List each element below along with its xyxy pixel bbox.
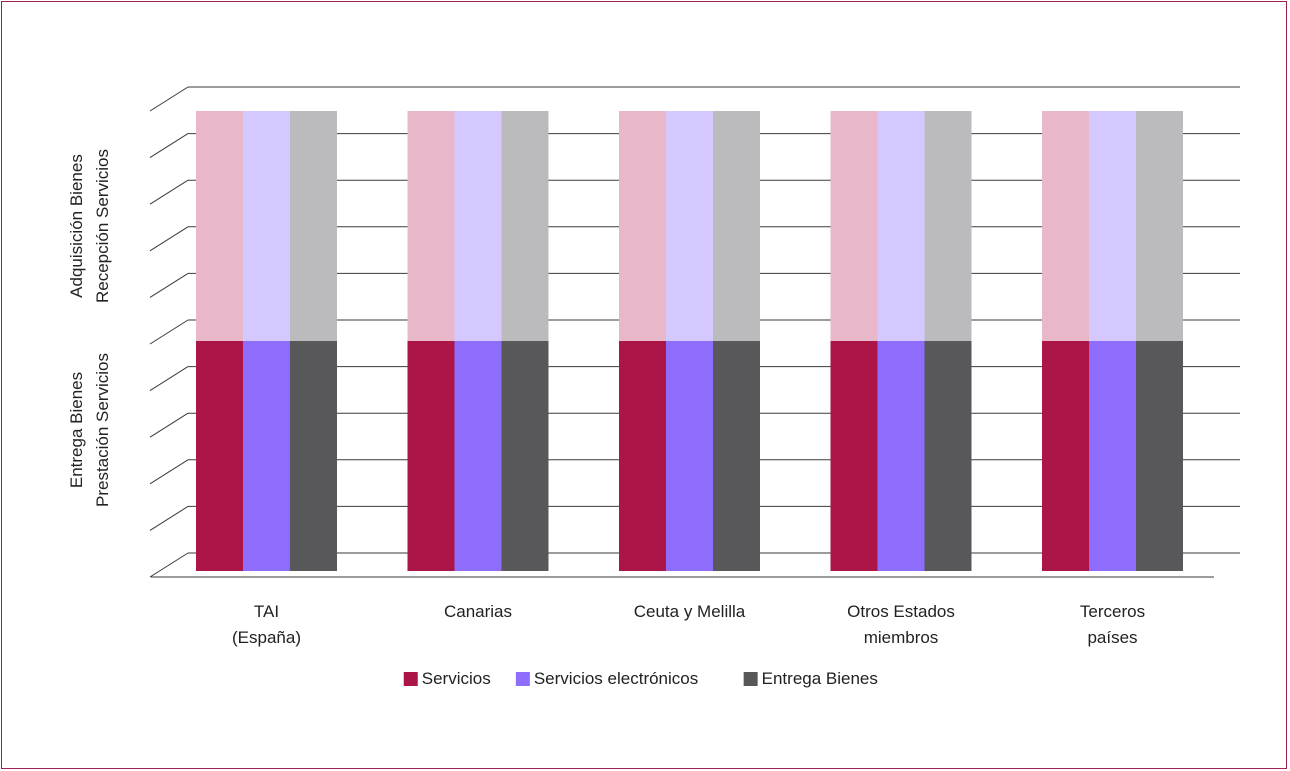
- x-tick-label: Canarias: [444, 602, 512, 621]
- x-tick-label: miembros: [864, 628, 939, 647]
- bar-upper: [243, 111, 290, 341]
- bar-lower: [454, 341, 502, 571]
- bar-lower: [924, 341, 972, 571]
- bar-lower: [877, 341, 925, 571]
- y-label-upper-line2: Recepción Servicios: [93, 149, 112, 303]
- bar-lower: [1042, 341, 1089, 571]
- gridline-depth: [149, 366, 189, 392]
- bar-upper: [501, 111, 549, 341]
- y-label-lower-line2: Prestación Servicios: [93, 353, 112, 507]
- x-tick-label: Otros Estados: [847, 602, 955, 621]
- legend-swatch: [403, 672, 418, 686]
- gridline-depth: [149, 133, 189, 159]
- bar-lower: [619, 341, 666, 571]
- bar-upper: [1089, 111, 1136, 341]
- bar-lower: [1089, 341, 1136, 571]
- bar-upper: [196, 111, 243, 341]
- legend-label: Entrega Bienes: [762, 669, 878, 688]
- gridline-depth: [149, 272, 189, 298]
- legend-swatch: [515, 672, 530, 686]
- legend-swatch: [743, 672, 758, 686]
- bar-upper: [454, 111, 502, 341]
- bar-upper: [1136, 111, 1183, 341]
- gridline-depth: [149, 412, 189, 438]
- bar-lower: [666, 341, 713, 571]
- bar-lower: [501, 341, 549, 571]
- x-tick-label: Terceros: [1080, 602, 1145, 621]
- gridline-depth: [149, 459, 189, 485]
- bar-lower: [830, 341, 878, 571]
- y-axis-labels: Adquisición Bienes Recepción Servicios E…: [67, 149, 112, 507]
- bar-upper: [830, 111, 878, 341]
- gridline-depth: [149, 179, 189, 205]
- x-axis-labels: TAI (España) Canarias Ceuta y Melilla Otros …: [232, 602, 1145, 647]
- bar-upper: [666, 111, 713, 341]
- bar-upper: [713, 111, 760, 341]
- bars: [196, 111, 1183, 571]
- bar-upper: [407, 111, 455, 341]
- x-tick-label: TAI: [254, 602, 279, 621]
- bar-lower: [243, 341, 290, 571]
- x-tick-label: Ceuta y Melilla: [634, 602, 746, 621]
- x-tick-label: países: [1087, 628, 1137, 647]
- bar-lower: [407, 341, 455, 571]
- gridline-depth: [149, 319, 189, 345]
- bar-upper: [290, 111, 337, 341]
- bar-lower: [713, 341, 760, 571]
- bar-lower: [1136, 341, 1183, 571]
- bar-upper: [877, 111, 925, 341]
- legend-label: Servicios: [422, 669, 491, 688]
- gridline-depth: [149, 226, 189, 252]
- gridline-depth: [149, 505, 189, 531]
- y-label-lower-line1: Entrega Bienes: [67, 372, 86, 488]
- bar-upper: [924, 111, 972, 341]
- bar-upper: [619, 111, 666, 341]
- y-label-upper-line1: Adquisición Bienes: [67, 154, 86, 298]
- gridline-depth: [149, 86, 189, 112]
- gridline-depth: [149, 552, 189, 578]
- x-tick-label: (España): [232, 628, 301, 647]
- bar-lower: [196, 341, 243, 571]
- legend: Servicios Servicios electrónicos Entrega B…: [403, 669, 878, 688]
- legend-label: Servicios electrónicos: [534, 669, 698, 688]
- bar-upper: [1042, 111, 1089, 341]
- bar-lower: [290, 341, 337, 571]
